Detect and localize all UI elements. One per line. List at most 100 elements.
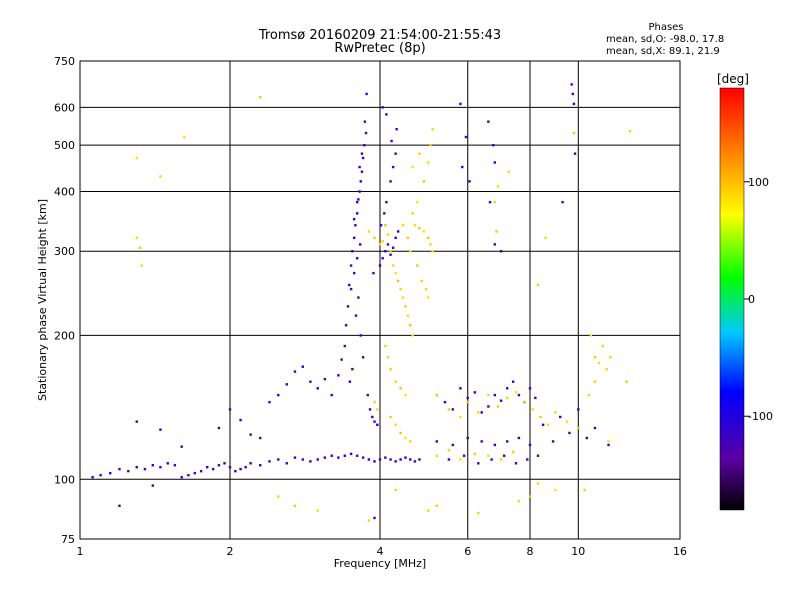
data-point — [464, 135, 468, 139]
data-point — [394, 152, 397, 155]
data-point — [359, 334, 362, 337]
colorbar-unit-label: [deg] — [717, 72, 749, 86]
data-point — [187, 473, 190, 477]
y-tick-label: 300 — [54, 245, 75, 258]
colorbar-tick-label: 100 — [748, 176, 769, 189]
x-tick-label: 10 — [571, 545, 585, 558]
data-point — [480, 440, 483, 443]
data-point — [554, 488, 557, 492]
data-point — [447, 449, 451, 452]
data-point — [143, 467, 147, 471]
data-point — [568, 431, 571, 435]
data-point — [514, 462, 518, 465]
data-point — [384, 224, 387, 227]
data-point — [404, 456, 407, 459]
data-point — [364, 131, 368, 135]
data-point — [368, 408, 372, 411]
data-point — [511, 380, 515, 383]
data-point — [427, 296, 430, 299]
data-point — [249, 462, 252, 465]
data-point — [517, 499, 521, 503]
data-point — [135, 236, 138, 240]
data-point — [337, 456, 340, 459]
data-point — [367, 230, 371, 233]
data-point — [593, 426, 597, 430]
data-point — [127, 469, 130, 473]
grid-lines — [80, 61, 680, 539]
data-point — [394, 488, 397, 492]
x-tick-label: 1 — [77, 545, 84, 558]
data-point — [371, 415, 374, 419]
data-point — [352, 236, 356, 240]
data-point — [493, 393, 497, 397]
data-point — [528, 443, 532, 447]
data-point — [493, 443, 497, 447]
x-tick-label: 2 — [227, 545, 234, 558]
data-point — [389, 458, 392, 461]
data-point — [551, 440, 555, 443]
axes: 1 2 4 6 8 10 16 75 100 200 300 400 500 600 750 — [54, 55, 687, 558]
data-point — [447, 458, 451, 461]
data-point — [359, 180, 362, 183]
data-point — [490, 458, 493, 461]
data-point — [573, 152, 577, 155]
data-point — [517, 393, 521, 397]
plot-frame — [79, 60, 681, 540]
data-point — [277, 495, 280, 498]
data-point — [259, 95, 262, 99]
data-point — [487, 120, 490, 123]
y-tick-label: 500 — [54, 139, 75, 152]
data-point — [363, 143, 366, 147]
data-point — [378, 243, 382, 246]
data-point — [384, 344, 387, 348]
data-point — [239, 418, 242, 422]
data-point — [217, 464, 221, 467]
data-point — [593, 356, 597, 359]
data-point — [597, 361, 601, 365]
data-point — [583, 488, 586, 492]
data-point — [531, 408, 534, 411]
data-point — [507, 170, 510, 173]
data-point — [528, 387, 532, 390]
data-point — [625, 380, 628, 383]
colorbar-gradient — [719, 87, 745, 511]
data-point — [357, 198, 360, 201]
data-point — [211, 467, 215, 471]
data-point — [323, 377, 327, 381]
data-point — [466, 400, 469, 404]
data-point — [404, 305, 407, 308]
data-point — [361, 156, 365, 160]
data-point — [109, 471, 112, 475]
data-point — [316, 509, 319, 512]
data-point — [593, 380, 597, 383]
data-point — [285, 462, 288, 465]
data-point — [487, 454, 490, 457]
data-point — [301, 365, 305, 368]
data-point — [301, 458, 305, 461]
data-point — [424, 287, 428, 291]
data-point — [431, 250, 434, 253]
data-point — [493, 243, 497, 246]
data-point — [386, 356, 390, 359]
data-point — [259, 436, 262, 440]
data-point — [468, 180, 471, 183]
phase-heading: Phases — [648, 22, 684, 33]
data-point — [477, 411, 480, 414]
data-point — [268, 400, 271, 404]
data-point — [511, 450, 515, 454]
data-point — [451, 443, 455, 447]
phase-x-stats: mean, sd,X: 89.1, 21.9 — [606, 46, 720, 57]
data-point — [541, 423, 545, 427]
data-point — [330, 393, 333, 397]
data-point — [394, 460, 397, 463]
data-point — [561, 200, 564, 204]
data-point — [352, 271, 356, 275]
data-point — [466, 396, 469, 400]
data-point — [502, 454, 506, 457]
data-point — [376, 408, 379, 411]
y-tick-label: 400 — [54, 185, 75, 198]
data-point — [180, 445, 183, 448]
data-point — [351, 250, 354, 253]
data-point — [354, 314, 358, 317]
x-axis-label: Frequency [MHz] — [334, 557, 426, 570]
